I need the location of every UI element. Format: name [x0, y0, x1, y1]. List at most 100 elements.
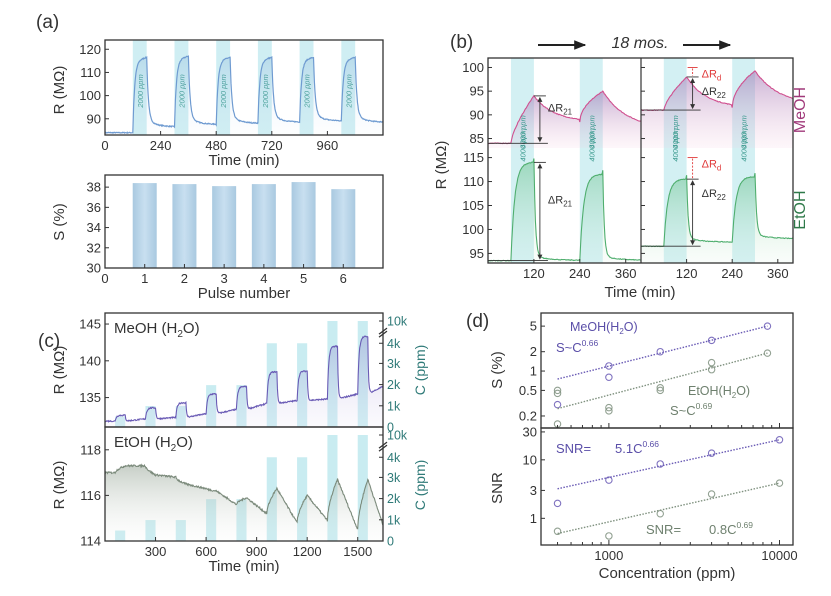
d-ytick-label: 3 — [530, 483, 537, 498]
b-delta-rd-label: ΔRd — [702, 159, 722, 173]
c-y2label-top: C (ppm) — [412, 345, 428, 396]
a-bottom-xtick-label: 0 — [101, 271, 108, 286]
a-bottom-xtick-label: 2 — [181, 271, 188, 286]
b-delta-r22-label: ΔR22 — [702, 188, 727, 202]
b-etoh-fill — [641, 173, 793, 263]
b-xtick-label: 240 — [721, 266, 743, 281]
d-data-point — [605, 407, 613, 415]
a-bar-pulse-4 — [251, 184, 276, 268]
a-bottom-ytick-label: 38 — [87, 180, 101, 195]
d-snr-etoh-fit: SNR= 0.8C0.69 — [646, 520, 753, 537]
b-arrowheads — [537, 96, 543, 143]
d-data-point — [656, 460, 664, 468]
d-etoh-fit: S~C0.69 — [670, 401, 712, 418]
c-y2label-bottom: C (ppm) — [412, 460, 428, 511]
d-data-point — [707, 336, 716, 345]
d-data-point — [553, 400, 562, 409]
b-etoh-line — [640, 172, 794, 248]
c-xtick-label: 300 — [145, 544, 167, 559]
b-etoh-line — [487, 158, 641, 262]
d-data-point — [707, 449, 716, 457]
d-xtick-label: 10000 — [761, 548, 797, 563]
d-fit-line — [557, 352, 768, 410]
b-ytick-label: 85 — [470, 131, 484, 146]
d-data-point — [707, 490, 716, 498]
c-y2tick-label: 4k — [387, 451, 401, 465]
c-xtick-label: 1200 — [293, 544, 322, 559]
b-ytick-label: 115 — [463, 150, 484, 165]
c-xlabel: Time (min) — [208, 558, 279, 575]
b-delta-r21-label: ΔR21 — [548, 194, 573, 208]
b-meoh-line — [640, 70, 794, 112]
d-fit-line — [557, 439, 780, 490]
b-meoh-fill — [641, 70, 793, 148]
a-bar-pulse-3 — [212, 186, 237, 268]
d-data-point — [656, 383, 664, 392]
b-etoh-label: EtOH — [792, 190, 809, 229]
b-xtick-label: 240 — [569, 266, 591, 281]
d-ytick-label: 0.5 — [519, 383, 537, 398]
b-pulse-label: 4000 ppm — [671, 128, 680, 161]
a-top-xtick-label: 0 — [101, 138, 108, 153]
c-ytick-label: 116 — [80, 488, 101, 503]
a-bottom-ytick-label: 36 — [87, 200, 101, 215]
d-xtick-label: 1000 — [594, 548, 623, 563]
a-top-xtick-label: 960 — [317, 138, 339, 153]
b-ytick-label: 100 — [462, 222, 484, 237]
d-data-point — [605, 362, 613, 370]
a-bottom-xtick-label: 5 — [300, 271, 307, 286]
c-meoh-label: MeOH (H2O) — [114, 320, 200, 340]
a-bottom-ylabel: S (%) — [51, 203, 68, 241]
a-top-xtick-label: 480 — [205, 138, 227, 153]
d-data-point — [553, 386, 562, 395]
d-data-point — [656, 347, 664, 356]
c-frame-etoh — [104, 426, 384, 542]
a-bar-pulse-2 — [172, 184, 197, 268]
d-ytick-label: 10 — [523, 452, 537, 467]
a-bar-pulse-1 — [132, 183, 157, 268]
d-data-point — [775, 436, 784, 444]
b-ytick-label: 110 — [463, 174, 484, 189]
b-xtick-label: 360 — [615, 266, 637, 281]
a-top-ytick-label: 100 — [79, 88, 101, 103]
c-y2tick-label: 4k — [387, 337, 401, 351]
c-y2tick-label: 2k — [387, 492, 401, 506]
b-ytick-label: 100 — [462, 60, 484, 75]
d-frame-snr — [540, 427, 794, 546]
c-concentration-bar — [357, 435, 368, 541]
b-pulse-label: 4000 ppm — [587, 115, 596, 148]
a-bottom-ytick-label: 32 — [87, 240, 101, 255]
a-resistance-line — [104, 55, 384, 135]
a-top-xlabel: Time (min) — [208, 152, 279, 169]
a-bottom-ytick-label: 30 — [87, 261, 101, 276]
a-top-ylabel: R (MΩ) — [51, 66, 68, 115]
c-y2tick-label: 1k — [387, 513, 401, 527]
b-meoh-line — [487, 90, 642, 145]
b-xtick-label: 360 — [767, 266, 789, 281]
a-bottom-xtick-label: 4 — [260, 271, 267, 286]
a-top-ytick-label: 90 — [87, 111, 101, 126]
d-ytick-label: 5 — [530, 319, 537, 334]
panel-label-a: (a) — [36, 12, 59, 33]
d-fit-line — [557, 325, 768, 380]
a-bottom-ytick-label: 34 — [87, 220, 101, 235]
c-y2tick-label: 0 — [387, 535, 394, 549]
panel-label-d: (d) — [466, 311, 489, 332]
b-pulse-label: 4000 ppm — [740, 128, 749, 161]
b-title: 18 mos. — [612, 35, 669, 52]
c-concentration-bar — [327, 435, 338, 541]
c-ytick-label: 135 — [79, 390, 101, 405]
panel-label-b: (b) — [450, 32, 473, 53]
b-ytick-label: 105 — [462, 198, 484, 213]
c-etoh-line — [104, 463, 384, 530]
a-top-xtick-label: 720 — [261, 138, 283, 153]
d-data-point — [763, 349, 772, 357]
b-pulse-label: 4000 ppm — [518, 115, 527, 148]
b-pulse-label: 4000 ppm — [671, 115, 680, 148]
c-etoh-fill — [105, 464, 383, 541]
a-top-ytick-label: 110 — [80, 65, 101, 80]
b-meoh-label: MeOH — [792, 87, 809, 133]
b-delta-rd-label: ΔRd — [702, 68, 722, 82]
b-ylabel: R (MΩ) — [433, 141, 450, 190]
